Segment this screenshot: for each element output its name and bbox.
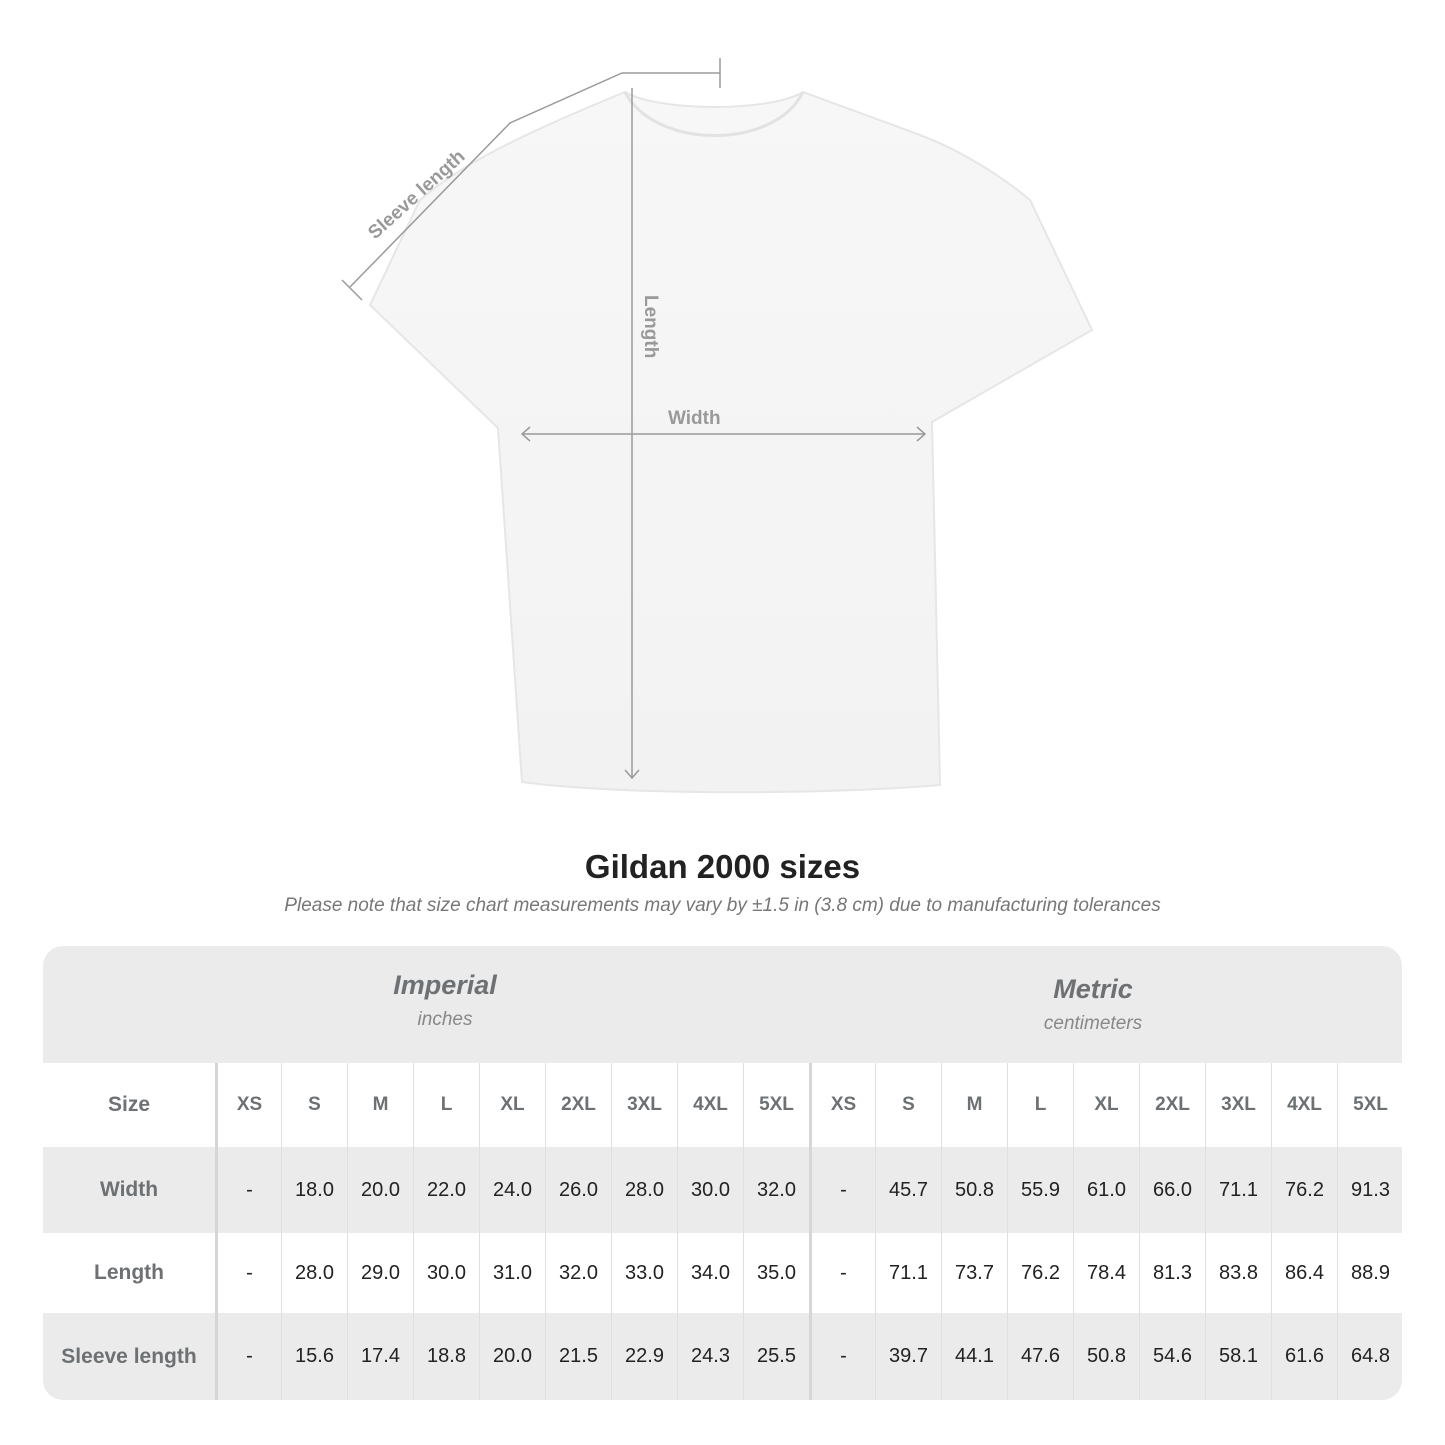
metric-value: 45.7 <box>875 1147 941 1233</box>
imperial-value: 30.0 <box>677 1147 743 1233</box>
units-header <box>43 946 1402 1063</box>
imperial-value: 31.0 <box>479 1233 545 1313</box>
metric-size-5xl: 5XL <box>1337 1063 1402 1147</box>
metric-size-l: L <box>1007 1063 1073 1147</box>
imperial-value: 30.0 <box>413 1233 479 1313</box>
imperial-value: 29.0 <box>347 1233 413 1313</box>
metric-size-4xl: 4XL <box>1271 1063 1337 1147</box>
metric-value: 66.0 <box>1139 1147 1205 1233</box>
width-label: Width <box>668 408 721 429</box>
metric-value: 83.8 <box>1205 1233 1271 1313</box>
imperial-size-s: S <box>281 1063 347 1147</box>
metric-value: 78.4 <box>1073 1233 1139 1313</box>
imperial-unit: inches <box>417 1009 473 1030</box>
metric-title: Metric <box>1053 974 1133 1004</box>
metric-value: - <box>809 1233 875 1313</box>
tshirt-shape <box>368 90 1094 794</box>
metric-value: 50.8 <box>941 1147 1007 1233</box>
metric-value: 88.9 <box>1337 1233 1402 1313</box>
row-label: Width <box>99 1178 159 1201</box>
table-row: Width -18.0 20.0 22.0 24.0 26.0 28.0 30.0 32.0-4… <box>43 1147 1402 1233</box>
metric-value: 64.8 <box>1337 1313 1402 1400</box>
imperial-size-2xl: 2XL <box>545 1063 611 1147</box>
metric-unit: centimeters <box>1043 1013 1143 1034</box>
metric-value: 61.6 <box>1271 1313 1337 1400</box>
imperial-size-4xl: 4XL <box>677 1063 743 1147</box>
metric-value: 44.1 <box>941 1313 1007 1400</box>
metric-size-2xl: 2XL <box>1139 1063 1205 1147</box>
imperial-value: 34.0 <box>677 1233 743 1313</box>
imperial-value: 20.0 <box>479 1313 545 1400</box>
chart-title: Gildan 2000 sizes <box>584 848 861 885</box>
metric-value: 61.0 <box>1073 1147 1139 1233</box>
metric-value: 54.6 <box>1139 1313 1205 1400</box>
metric-value: 39.7 <box>875 1313 941 1400</box>
imperial-value: 15.6 <box>281 1313 347 1400</box>
imperial-size-l: L <box>413 1063 479 1147</box>
metric-header: Metric centimeters <box>863 974 1323 1035</box>
metric-value: - <box>809 1147 875 1233</box>
metric-size-xs: XS <box>809 1063 875 1147</box>
imperial-value: 24.3 <box>677 1313 743 1400</box>
imperial-size-m: M <box>347 1063 413 1147</box>
metric-value: 47.6 <box>1007 1313 1073 1400</box>
imperial-value: 25.5 <box>743 1313 809 1400</box>
table-row: Length -28.0 29.0 30.0 31.0 32.0 33.0 34.0 35.0-… <box>43 1233 1402 1313</box>
row-label: Sleeve length <box>61 1344 197 1368</box>
imperial-value: 22.9 <box>611 1313 677 1400</box>
row-label: Length <box>94 1261 164 1284</box>
imperial-value: 20.0 <box>347 1147 413 1233</box>
metric-size-xl: XL <box>1073 1063 1139 1147</box>
metric-value: 76.2 <box>1007 1233 1073 1313</box>
imperial-header: Imperial inches <box>215 970 675 1031</box>
imperial-value: - <box>215 1313 281 1400</box>
metric-value: 73.7 <box>941 1233 1007 1313</box>
imperial-value: 18.8 <box>413 1313 479 1400</box>
imperial-value: 32.0 <box>743 1147 809 1233</box>
metric-size-s: S <box>875 1063 941 1147</box>
imperial-title: Imperial <box>393 970 497 1000</box>
tshirt-diagram: Sleeve length Length Width <box>341 58 1094 794</box>
metric-value: 71.1 <box>1205 1147 1271 1233</box>
imperial-value: - <box>215 1233 281 1313</box>
imperial-value: 21.5 <box>545 1313 611 1400</box>
metric-value: 86.4 <box>1271 1233 1337 1313</box>
metric-value: 71.1 <box>875 1233 941 1313</box>
size-label: Size <box>107 1093 151 1116</box>
metric-value: 55.9 <box>1007 1147 1073 1233</box>
imperial-size-xs: XS <box>215 1063 281 1147</box>
metric-size-3xl: 3XL <box>1205 1063 1271 1147</box>
imperial-value: 28.0 <box>281 1233 347 1313</box>
imperial-value: 26.0 <box>545 1147 611 1233</box>
imperial-value: 35.0 <box>743 1233 809 1313</box>
imperial-value: 32.0 <box>545 1233 611 1313</box>
metric-value: 76.2 <box>1271 1147 1337 1233</box>
metric-value: 81.3 <box>1139 1233 1205 1313</box>
imperial-value: 22.0 <box>413 1147 479 1233</box>
imperial-value: - <box>215 1147 281 1233</box>
size-header-row: Size XS S M L XL 2XL 3XL 4XL 5XL XS S M L XL 2XL 3XL 4XL 5… <box>43 1063 1402 1147</box>
imperial-value: 33.0 <box>611 1233 677 1313</box>
imperial-size-xl: XL <box>479 1063 545 1147</box>
metric-value: 50.8 <box>1073 1313 1139 1400</box>
size-table: Imperial inches Metric centimeters Size X… <box>43 946 1402 1400</box>
metric-value: 58.1 <box>1205 1313 1271 1400</box>
imperial-value: 24.0 <box>479 1147 545 1233</box>
imperial-value: 17.4 <box>347 1313 413 1400</box>
length-label: Length <box>640 295 661 358</box>
imperial-value: 18.0 <box>281 1147 347 1233</box>
imperial-value: 28.0 <box>611 1147 677 1233</box>
imperial-size-3xl: 3XL <box>611 1063 677 1147</box>
imperial-size-5xl: 5XL <box>743 1063 809 1147</box>
metric-value: - <box>809 1313 875 1400</box>
metric-value: 91.3 <box>1337 1147 1402 1233</box>
table-row: Sleeve length -15.6 17.4 18.8 20.0 21.5 22.9 24… <box>43 1313 1402 1400</box>
tolerance-note: Please note that size chart measurements… <box>284 895 1161 916</box>
metric-size-m: M <box>941 1063 1007 1147</box>
